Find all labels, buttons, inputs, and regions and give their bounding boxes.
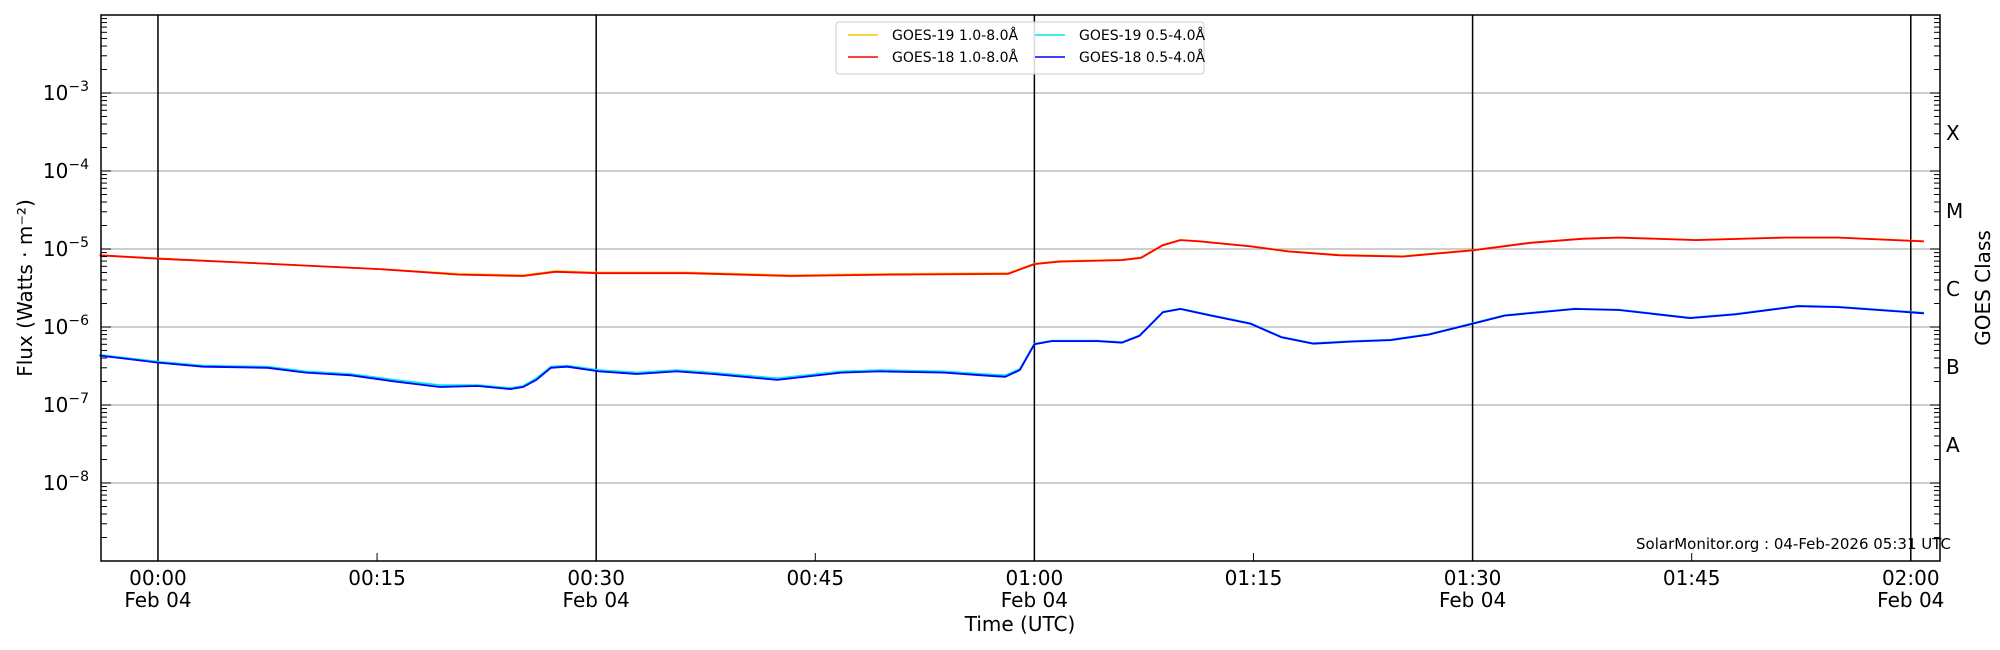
series-lines — [99, 236, 1924, 391]
goes-class-label: B — [1946, 355, 1960, 379]
x-tick-time-label: 00:00 — [129, 566, 187, 590]
x-tick-time-label: 00:45 — [786, 566, 844, 590]
legend-box — [835, 21, 1205, 75]
goes-class-label: X — [1946, 121, 1960, 145]
y-tick-label: 10−5 — [43, 235, 89, 261]
axis-ticks — [101, 18, 1940, 562]
series-line-goes-18-1-0-8-0- — [99, 236, 1924, 277]
x-tick-date-label: Feb 04 — [1439, 588, 1506, 612]
y-tick-label: 10−7 — [43, 391, 89, 417]
x-tick-date-label: Feb 04 — [563, 588, 630, 612]
y-tick-label: 10−6 — [43, 313, 89, 339]
x-tick-time-label: 02:00 — [1882, 566, 1940, 590]
series-line-goes-18-0-5-4-0- — [99, 305, 1924, 391]
watermark-annotation: SolarMonitor.org : 04-Feb-2026 05:31 UTC — [1636, 535, 1951, 553]
plot-frame — [100, 14, 1941, 562]
goes-class-label: C — [1946, 277, 1960, 301]
x-tick-time-label: 01:00 — [1006, 566, 1064, 590]
x-tick-time-label: 00:30 — [567, 566, 625, 590]
legend-entry: GOES-18 1.0-8.0Å — [892, 49, 1018, 66]
date-marker-lines — [157, 15, 1912, 561]
goes-class-label: A — [1946, 433, 1960, 457]
x-tick-time-label: 01:30 — [1444, 566, 1502, 590]
y-tick-label: 10−3 — [43, 79, 89, 105]
goes-class-label: M — [1946, 199, 1963, 223]
y-axis-right-label: GOES Class — [1971, 230, 1995, 346]
y-axis-label: Flux (Watts · m⁻²) — [13, 199, 37, 377]
y-tick-label: 10−4 — [43, 157, 89, 183]
x-tick-time-label: 01:15 — [1225, 566, 1283, 590]
x-axis-label: Time (UTC) — [964, 612, 1076, 636]
series-line-goes-19-0-5-4-0- — [99, 304, 1924, 389]
legend-entry: GOES-18 0.5-4.0Å — [1079, 49, 1205, 66]
legend-entry: GOES-19 0.5-4.0Å — [1079, 27, 1205, 44]
grid-lines — [101, 92, 1940, 484]
legend-entry: GOES-19 1.0-8.0Å — [892, 27, 1018, 44]
x-tick-time-label: 01:45 — [1663, 566, 1721, 590]
y-tick-label: 10−8 — [43, 469, 89, 495]
x-tick-date-label: Feb 04 — [1001, 588, 1068, 612]
x-tick-date-label: Feb 04 — [124, 588, 191, 612]
x-tick-time-label: 00:15 — [348, 566, 406, 590]
legend: GOES-19 1.0-8.0Å GOES-18 1.0-8.0Å GOES-19 … — [835, 21, 1205, 75]
x-tick-date-label: Feb 04 — [1877, 588, 1944, 612]
